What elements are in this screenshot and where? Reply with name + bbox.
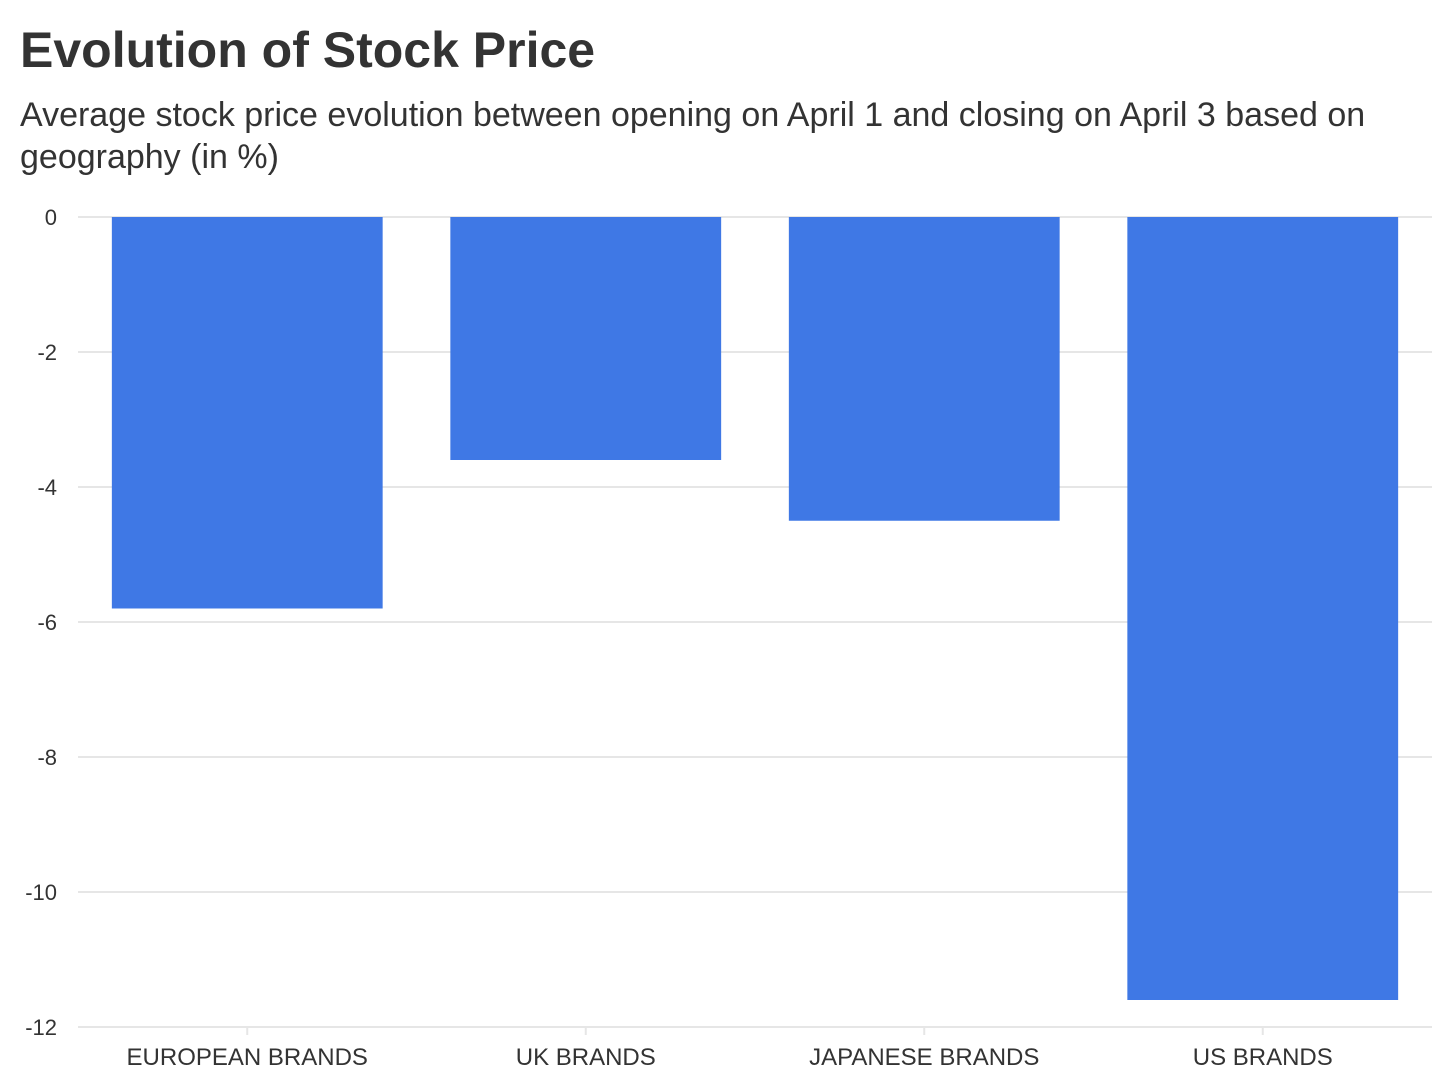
bar-uk-brands [450,217,722,460]
bar-japanese-brands [788,217,1060,521]
y-tick-label: -4 [37,475,57,500]
y-axis-ticks: 0 -2 -4 -6 -8 -10 -12 [25,205,57,1040]
y-tick-label: 0 [45,205,57,230]
y-tick-label: -10 [25,880,57,905]
bar-us-brands [1127,217,1399,1000]
y-tick-label: -2 [37,340,57,365]
x-category-label: UK BRANDS [516,1044,656,1071]
bars [111,217,1399,1000]
bar-european-brands [111,217,383,609]
y-tick-label: -12 [25,1015,57,1040]
chart-subtitle: Average stock price evolution between op… [20,96,1366,176]
x-category-label: JAPANESE BRANDS [809,1044,1039,1071]
y-tick-label: -8 [37,745,57,770]
y-tick-label: -6 [37,610,57,635]
x-category-label: US BRANDS [1193,1044,1333,1071]
x-category-label: EUROPEAN BRANDS [127,1044,368,1071]
chart-title: Evolution of Stock Price [20,22,596,78]
x-axis: EUROPEAN BRANDS UK BRANDS JAPANESE BRANDS U… [78,1026,1432,1071]
